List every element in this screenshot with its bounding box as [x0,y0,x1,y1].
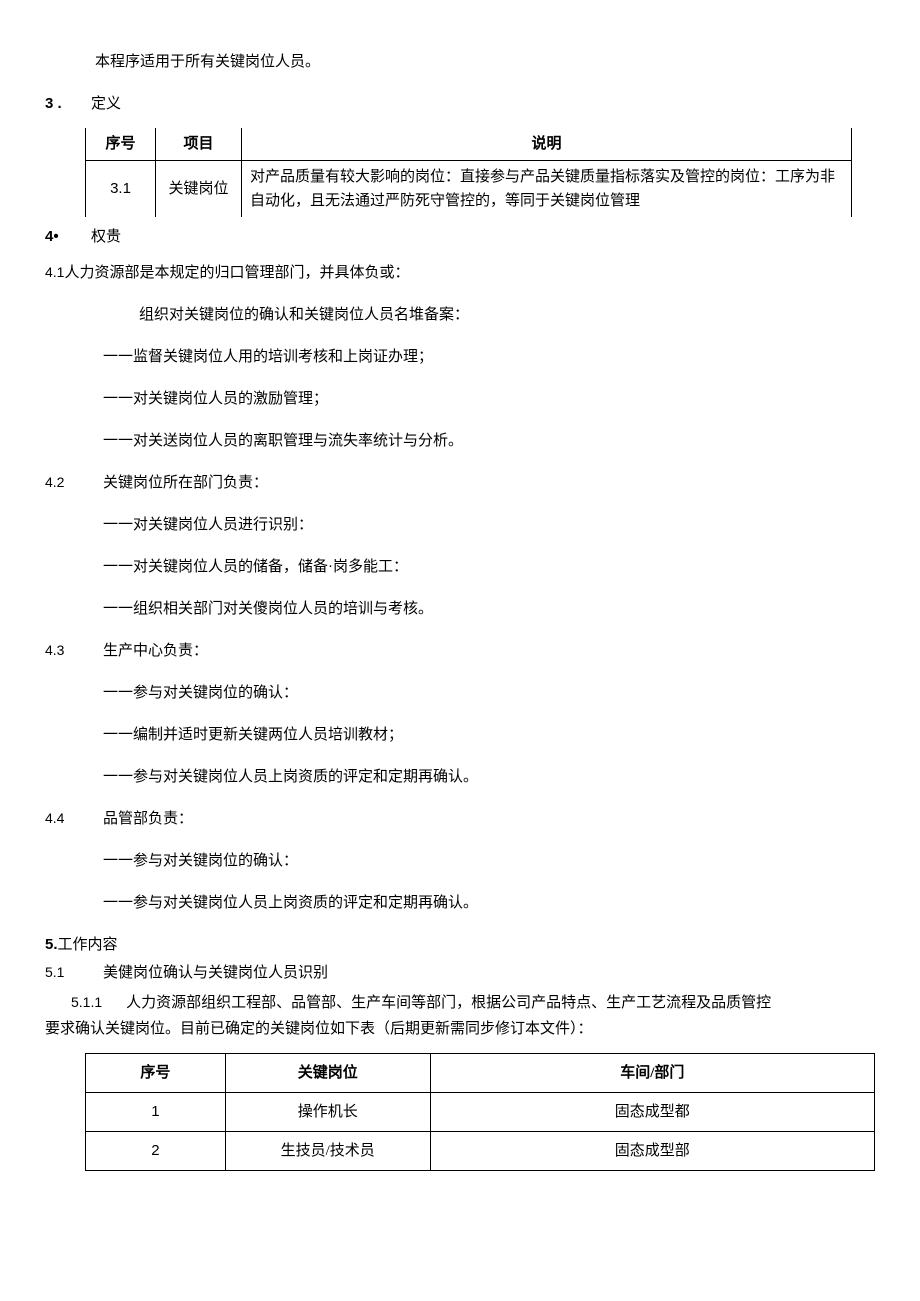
p-5-1-1-line2: 要求确认关键岗位。目前已确定的关键岗位如下表（后期更新需同步修订本文件）： [45,1017,875,1041]
table-row: 1 操作机长 固态成型都 [86,1093,875,1132]
sub-5-1-num: 5.1 [45,961,103,983]
post-header-post: 关键岗位 [225,1054,430,1093]
subsection-4-2: 4.2 关键岗位所在部门负责： [45,471,875,495]
sub-4-3-num: 4.3 [45,639,103,661]
table-row: 3.1 关键岗位 对产品质量有较大影响的岗位：直接参与产品关键质量指标落实及管控… [86,161,852,218]
intro-text: 本程序适用于所有关键岗位人员。 [45,50,875,74]
post-cell-num: 2 [86,1132,226,1171]
def-header-desc: 说明 [242,128,852,161]
sub-4-1-text: 人力资源部是本规定的归口管理部门，并具体负或： [64,265,409,281]
list-item: 一一对关键岗位人员进行识别： [45,513,875,537]
subsection-4-1: 4.1人力资源部是本规定的归口管理部门，并具体负或： [45,261,875,285]
post-cell-dept: 固态成型都 [430,1093,874,1132]
post-header-num: 序号 [86,1054,226,1093]
table-header-row: 序号 关键岗位 车间/部门 [86,1054,875,1093]
sub-5-1-text: 美健岗位确认与关键岗位人员识别 [103,961,328,985]
section-3-label: 定义 [91,92,121,116]
list-item: 一一对关送岗位人员的离职管理与流失率统计与分析。 [45,429,875,453]
section-5-label: 工作内容 [58,937,118,953]
post-header-dept: 车间/部门 [430,1054,874,1093]
post-cell-post: 操作机长 [225,1093,430,1132]
sub-4-2-text: 关键岗位所在部门负责： [103,471,268,495]
def-cell-num: 3.1 [86,161,156,218]
list-item: 一一参与对关键岗位人员上岗资质的评定和定期再确认。 [45,891,875,915]
subsection-4-3: 4.3 生产中心负责： [45,639,875,663]
subsection-4-4: 4.4 品管部负责： [45,807,875,831]
sub-4-2-num: 4.2 [45,471,103,493]
list-item: 一一参与对关键岗位人员上岗资质的评定和定期再确认。 [45,765,875,789]
sub-4-1-num: 4.1 [45,264,64,280]
table-row: 2 生技员/技术员 固态成型部 [86,1132,875,1171]
list-item: 组织对关键岗位的确认和关键岗位人员名堆备案： [45,303,875,327]
definition-table: 序号 项目 说明 3.1 关键岗位 对产品质量有较大影响的岗位：直接参与产品关键… [85,128,852,217]
post-cell-post: 生技员/技术员 [225,1132,430,1171]
def-cell-item: 关键岗位 [156,161,242,218]
sub-4-4-num: 4.4 [45,807,103,829]
list-item: 一一编制并适时更新关键两位人员培训教材； [45,723,875,747]
key-posts-table: 序号 关键岗位 车间/部门 1 操作机长 固态成型都 2 生技员/技术员 固态成… [85,1053,875,1171]
def-cell-desc: 对产品质量有较大影响的岗位：直接参与产品关键质量指标落实及管控的岗位：工序为非自… [242,161,852,218]
sub-4-4-text: 品管部负责： [103,807,193,831]
section-3-heading: 3 定义 [45,92,875,116]
section-4-heading: 4 权贵 [45,225,875,249]
paragraph-5-1-1: 5.1.1 人力资源部组织工程部、品管部、生产车间等部门，根据公司产品特点、生产工… [45,991,875,1041]
list-item: 一一监督关键岗位人用的培训考核和上岗证办理； [45,345,875,369]
section-3-num: 3 [45,92,73,116]
p-5-1-1-num: 5.1.1 [71,994,102,1010]
list-item: 一一参与对关键岗位的确认： [45,681,875,705]
post-cell-dept: 固态成型部 [430,1132,874,1171]
list-item: 一一对关键岗位人员的激励管理； [45,387,875,411]
sub-4-3-text: 生产中心负责： [103,639,208,663]
section-5-heading: 5.工作内容 [45,933,875,957]
list-item: 一一参与对关键岗位的确认： [45,849,875,873]
def-header-num: 序号 [86,128,156,161]
p-5-1-1-line1: 人力资源部组织工程部、品管部、生产车间等部门，根据公司产品特点、生产工艺流程及品… [126,995,771,1011]
list-item: 一一对关键岗位人员的储备，储备·岗多能工： [45,555,875,579]
list-item: 一一组织相关部门对关傻岗位人员的培训与考核。 [45,597,875,621]
def-header-item: 项目 [156,128,242,161]
table-header-row: 序号 项目 说明 [86,128,852,161]
section-4-label: 权贵 [91,225,121,249]
section-5-num: 5. [45,936,58,953]
subsection-5-1: 5.1 美健岗位确认与关键岗位人员识别 [45,961,875,985]
post-cell-num: 1 [86,1093,226,1132]
section-4-num: 4 [45,225,73,249]
